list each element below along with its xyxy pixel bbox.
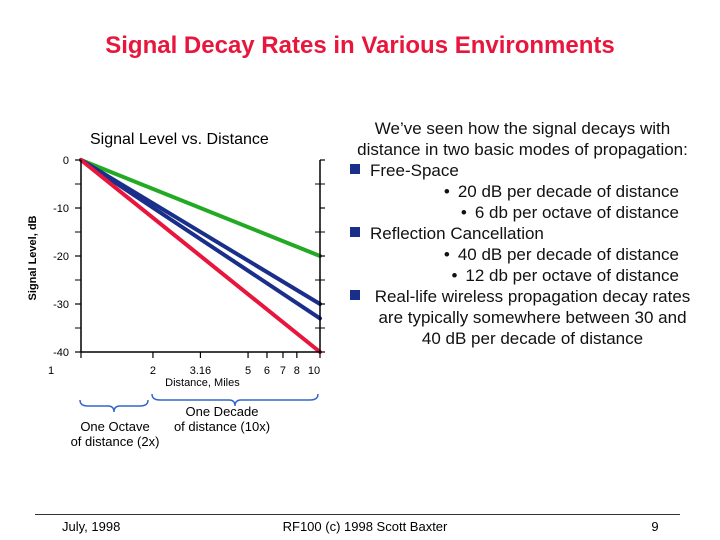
free-space-sub-1: • 20 dB per decade of distance <box>350 181 695 202</box>
bullet-real-life: Real-life wireless propagation decay rat… <box>350 286 695 349</box>
bullet-free-space-label: Free-Space <box>370 161 459 180</box>
bullet-reflection-label: Reflection Cancellation <box>370 224 544 243</box>
bullet-free-space: Free-Space <box>350 160 695 181</box>
octave-label: One Octave of distance (2x) <box>60 419 170 449</box>
chart-title: Signal Level vs. Distance <box>90 131 269 148</box>
x-tick-label: 7 <box>280 365 286 377</box>
decade-label-line2: of distance (10x) <box>173 419 271 434</box>
series-line-2 <box>79 158 322 321</box>
x-tick-label: 6 <box>264 365 270 377</box>
decade-label-line1: One Decade <box>185 404 259 419</box>
square-bullet-icon <box>350 290 360 300</box>
dot-bullet-icon: • <box>451 266 458 285</box>
series-line-1 <box>79 158 322 306</box>
footer-date: July, 1998 <box>62 519 121 534</box>
slide-title: Signal Decay Rates in Various Environmen… <box>105 32 615 59</box>
x-tick-label: 2 <box>150 365 156 377</box>
octave-label-line1: One Octave <box>80 419 150 434</box>
y-tick-label: -40 <box>53 347 69 359</box>
dot-bullet-icon: • <box>460 203 467 222</box>
x-axis-label: Distance, Miles <box>165 377 240 389</box>
octave-label-line2: of distance (2x) <box>70 434 160 449</box>
free-space-sub-2: • 6 db per octave of distance <box>350 202 695 223</box>
intro-text: We’ve seen how the signal decays with di… <box>357 119 688 159</box>
bullet-reflection: Reflection Cancellation <box>350 223 695 244</box>
reflection-sub-2: • 12 db per octave of distance <box>350 265 695 286</box>
reflection-sub-1: • 40 dB per decade of distance <box>350 244 695 265</box>
square-bullet-icon <box>350 227 360 237</box>
footer-credit: RF100 (c) 1998 Scott Baxter <box>282 519 448 534</box>
x-tick-label: 3.16 <box>190 365 211 377</box>
series-line-3 <box>79 158 322 354</box>
footer-rule <box>35 514 680 515</box>
x-tick-label: 8 <box>294 365 300 377</box>
free-space-sub-2-text: 6 db per octave of distance <box>474 203 679 222</box>
reflection-sub-1-text: 40 dB per decade of distance <box>457 245 679 264</box>
dot-bullet-icon: • <box>443 182 450 201</box>
x-tick-label: 5 <box>245 365 251 377</box>
y-tick-label: -20 <box>53 251 69 263</box>
x-tick-label: 1 <box>48 365 54 377</box>
bullet-real-life-label: Real-life wireless propagation decay rat… <box>374 287 691 348</box>
y-tick-label: -10 <box>53 203 69 215</box>
decade-brace <box>151 393 319 407</box>
y-tick-label: -30 <box>53 299 69 311</box>
footer-page-number: 9 <box>651 519 659 534</box>
y-tick-label: 0 <box>63 155 69 167</box>
explanation-text: We’ve seen how the signal decays with di… <box>350 118 695 349</box>
series-line-0 <box>79 158 322 258</box>
square-bullet-icon <box>350 164 360 174</box>
free-space-sub-1-text: 20 dB per decade of distance <box>457 182 679 201</box>
octave-brace <box>79 399 149 413</box>
reflection-sub-2-text: 12 db per octave of distance <box>465 266 679 285</box>
decade-label: One Decade of distance (10x) <box>162 404 282 434</box>
dot-bullet-icon: • <box>443 245 450 264</box>
x-tick-label: 10 <box>308 365 320 377</box>
